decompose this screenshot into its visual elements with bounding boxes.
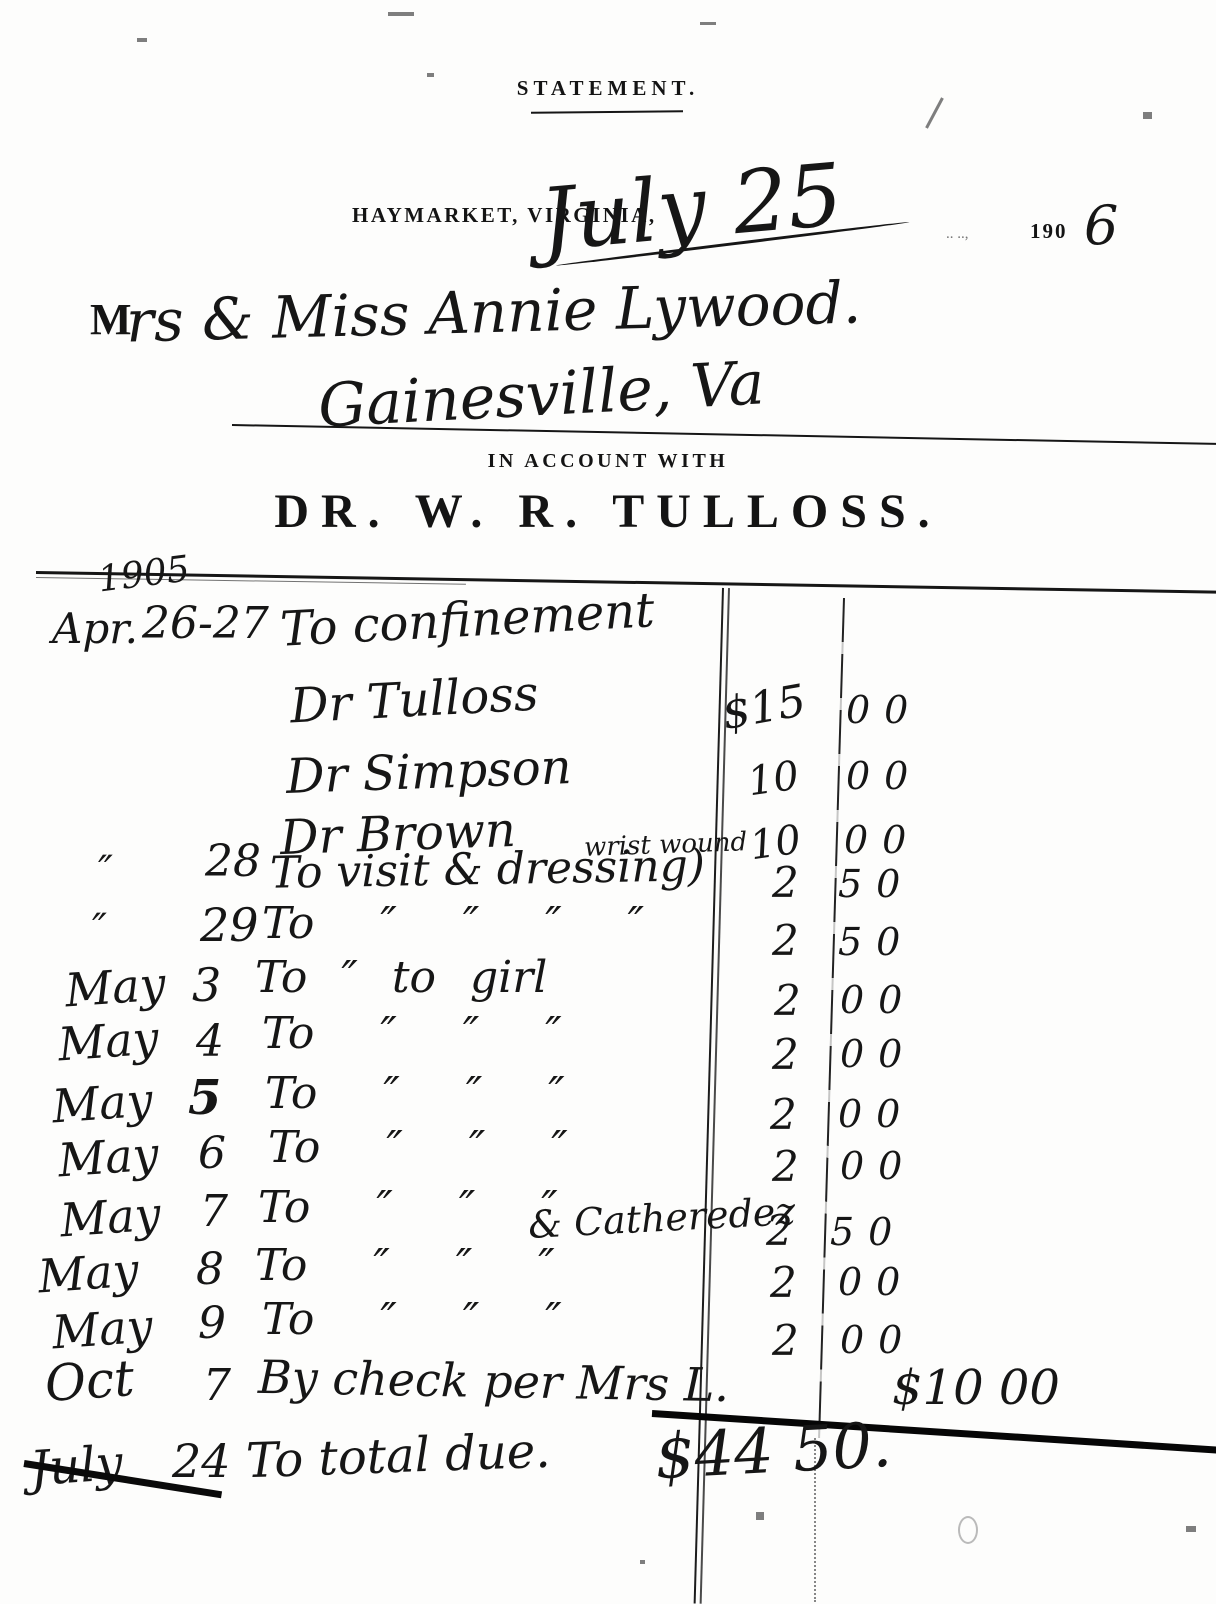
row-description: To total due. bbox=[245, 1422, 552, 1490]
row-description: To ″ to girl bbox=[255, 952, 548, 1003]
scan-artifact bbox=[427, 73, 434, 77]
row-month: Apr. bbox=[52, 604, 139, 653]
row-cents: 50 bbox=[838, 920, 915, 964]
ledger-year-note: 1905 bbox=[95, 548, 192, 601]
row-month: Oct bbox=[43, 1348, 137, 1414]
statement-underline bbox=[530, 110, 684, 114]
place-label: HAYMARKET, VIRGINIA, bbox=[352, 203, 657, 227]
row-dollars: 2 bbox=[772, 1142, 799, 1191]
scan-artifact bbox=[925, 97, 944, 129]
row-cents: 00 bbox=[840, 978, 917, 1022]
row-cents: 00 bbox=[844, 818, 921, 862]
row-month: ″ bbox=[98, 848, 113, 894]
scan-artifact bbox=[388, 12, 414, 16]
row-dollars: 2 bbox=[772, 1030, 799, 1079]
row-cents: 00 bbox=[838, 1260, 915, 1304]
row-day: 6 bbox=[198, 1128, 226, 1179]
row-cents: 00 bbox=[838, 1092, 915, 1136]
date-dots: .. .., bbox=[946, 226, 969, 242]
row-description: To ″ ″ ″ bbox=[262, 1294, 562, 1345]
row-dollars: 10 bbox=[745, 752, 802, 806]
row-amount: $44 50. bbox=[653, 1407, 894, 1494]
scan-artifact bbox=[1143, 112, 1152, 119]
scan-artifact bbox=[137, 38, 147, 42]
row-cents: 00 bbox=[840, 1144, 917, 1188]
row-dollars: 2 bbox=[772, 916, 799, 965]
row-day: 4 bbox=[196, 1016, 224, 1067]
row-dollars: 2 bbox=[770, 1090, 797, 1139]
row-month: May bbox=[58, 1186, 163, 1248]
scan-artifact bbox=[700, 22, 716, 25]
row-cents: 00 bbox=[840, 1318, 917, 1362]
provider-name: DR. W. R. TULLOSS. bbox=[274, 485, 942, 538]
scan-artifact bbox=[1186, 1526, 1196, 1532]
row-day: 3 bbox=[192, 958, 222, 1012]
row-description: To ″ ″ ″ bbox=[265, 1068, 565, 1119]
row-amount: $10 00 bbox=[892, 1360, 1060, 1416]
scan-artifact bbox=[756, 1512, 764, 1520]
ledger-vertical-rule-2-tail bbox=[814, 1438, 816, 1602]
scan-artifact bbox=[640, 1560, 645, 1564]
row-day: 28 bbox=[205, 836, 261, 887]
account-label: IN ACCOUNT WITH bbox=[487, 450, 729, 472]
row-description: To confinement bbox=[278, 582, 656, 658]
row-day: 9 bbox=[198, 1298, 226, 1349]
row-description: Dr Tulloss bbox=[288, 665, 540, 735]
row-dollars: 2 bbox=[766, 1206, 793, 1255]
row-note: wrist wound bbox=[583, 827, 748, 863]
row-dollars: 2 bbox=[772, 1316, 799, 1365]
row-cents: 00 bbox=[846, 688, 923, 732]
row-description: To ″ ″ ″ bbox=[255, 1240, 555, 1291]
row-dollars: $15 bbox=[718, 675, 810, 740]
row-dollars: 2 bbox=[774, 976, 801, 1025]
row-description: To ″ ″ ″ bbox=[268, 1122, 568, 1173]
row-month: May bbox=[36, 1242, 141, 1304]
row-note: & Catheredez bbox=[527, 1189, 797, 1247]
row-month: May bbox=[56, 1126, 161, 1188]
row-cents: 50 bbox=[838, 862, 915, 906]
row-cents: 00 bbox=[846, 754, 923, 798]
handwritten-date: July 25 bbox=[536, 144, 847, 272]
row-day: 26-27 bbox=[142, 598, 269, 649]
row-description: By check per Mrs L. bbox=[257, 1349, 730, 1413]
row-description: To ″ ″ ″ bbox=[258, 1182, 558, 1233]
row-cents: 00 bbox=[840, 1032, 917, 1076]
row-month: ″ bbox=[92, 906, 107, 952]
row-dollars: 2 bbox=[772, 858, 799, 907]
scan-artifact bbox=[958, 1516, 978, 1544]
row-description: To ″ ″ ″ bbox=[262, 1008, 562, 1059]
row-day: 24 bbox=[172, 1434, 231, 1488]
row-day: 29 bbox=[200, 898, 259, 952]
row-day: 5 bbox=[188, 1070, 222, 1126]
handwritten-year-digit: 6 bbox=[1084, 194, 1119, 257]
row-month: May bbox=[56, 1010, 161, 1072]
recipient-name: rs & Miss Annie Lywood. bbox=[125, 268, 862, 356]
row-description: Dr Simpson bbox=[285, 739, 573, 805]
recipient-prefix: M bbox=[90, 295, 132, 344]
row-month: May bbox=[50, 1072, 155, 1134]
printed-year: 190 bbox=[1030, 219, 1068, 243]
row-cents: 50 bbox=[830, 1210, 907, 1254]
statement-title: STATEMENT. bbox=[516, 76, 700, 100]
row-day: 8 bbox=[196, 1244, 224, 1295]
row-description: To ″ ″ ″ ″ bbox=[262, 898, 645, 949]
row-day: 7 bbox=[203, 1360, 231, 1411]
row-dollars: 2 bbox=[770, 1258, 797, 1307]
row-month: May bbox=[63, 956, 168, 1018]
row-day: 7 bbox=[200, 1186, 228, 1237]
